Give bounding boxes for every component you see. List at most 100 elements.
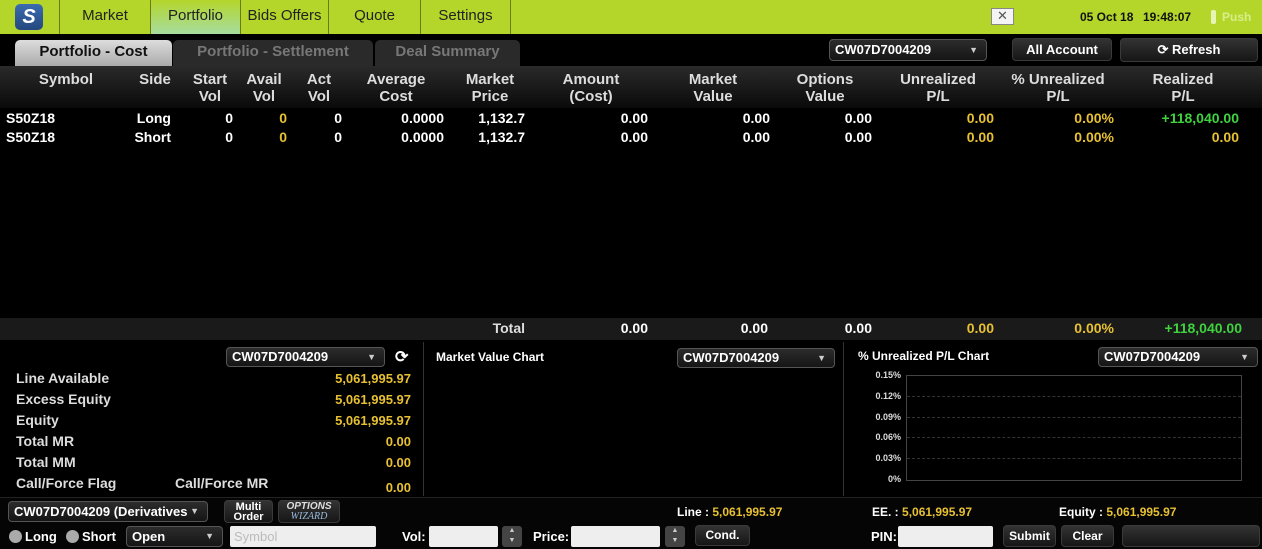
column-header[interactable]: Unrealized P/L [900,71,976,105]
unrealized-chart-account-value: CW07D7004209 [1104,349,1201,364]
submit-button[interactable]: Submit [1003,525,1056,547]
order-account-dropdown[interactable]: CW07D7004209 (Derivatives ▼ [8,501,208,522]
market-chart-account-dropdown[interactable]: CW07D7004209 ▼ [677,348,835,368]
table-cell: 0.00 [844,129,872,145]
pin-label: PIN: [871,529,897,544]
vol-label: Vol: [402,529,426,544]
long-radio[interactable]: Long [9,529,57,544]
table-cell: 0.00 [742,110,770,126]
table-cell: 0 [279,129,287,145]
equity-value: 5,061,995.97 [1106,505,1177,519]
summary-label: Total MM [16,454,76,470]
table-cell[interactable]: S50Z18 [6,110,56,126]
column-header[interactable]: Act Vol [306,71,332,105]
symbol-input[interactable]: Symbol [230,526,376,547]
market-value-chart-title: Market Value Chart [436,350,545,364]
refresh-button[interactable]: ⟳ Refresh [1120,38,1258,62]
cond-button[interactable]: Cond. [695,525,750,546]
tab-portfolio-settlement[interactable]: Portfolio - Settlement [173,40,373,66]
nav-bids-offers[interactable]: Bids Offers [240,0,328,34]
chevron-down-icon: ▼ [367,352,376,362]
summary-label: Call/Force MR [175,475,269,491]
y-tick-label: 0% [887,474,901,484]
column-header[interactable]: Average Cost [366,71,426,105]
account-dropdown[interactable]: CW07D7004209 ▼ [829,39,987,61]
table-cell: 0.00 [844,110,872,126]
order-account-value: CW07D7004209 (Derivatives [14,504,188,519]
nav-settings[interactable]: Settings [420,0,510,34]
total-amount: 0.00 [620,320,648,336]
summary-label: Equity [16,412,59,428]
table-cell: +118,040.00 [1161,110,1239,126]
clear-button[interactable]: Clear [1061,525,1114,547]
total-realized: +118,040.00 [1164,320,1242,336]
tab-deal-summary[interactable]: Deal Summary [375,40,520,66]
table-cell: 0 [279,110,287,126]
time: 19:48:07 [1143,10,1192,24]
summary-label: Excess Equity [16,391,111,407]
multi-order-button[interactable]: Multi Order [224,500,273,523]
column-header[interactable]: Market Price [465,71,515,105]
column-header[interactable]: Avail Vol [246,71,282,105]
column-header[interactable]: Side [139,71,171,88]
push-indicator-icon [1211,10,1216,24]
mail-icon[interactable]: ✕ [991,8,1014,25]
column-header[interactable]: Market Value [688,71,738,105]
summary-account-dropdown[interactable]: CW07D7004209 ▼ [226,347,385,367]
date: 05 Oct 18 [1080,10,1134,24]
chevron-down-icon: ▼ [190,506,199,516]
refresh-icon[interactable]: ⟳ [395,349,409,366]
account-summary-panel: CW07D7004209 ▼ ⟳ Line Available 5,061,995.… [0,342,424,496]
nav-market[interactable]: Market [59,0,150,34]
radio-icon [9,530,22,543]
nav-quote[interactable]: Quote [328,0,420,34]
summary-label: Line Available [16,370,110,386]
long-label: Long [25,529,57,544]
column-header[interactable]: Start Vol [192,71,228,105]
y-tick-label: 0.03% [875,453,901,464]
column-header[interactable]: Symbol [38,71,94,88]
y-tick-label: 0.15% [875,370,901,380]
table-cell: 0.00 [1211,129,1239,145]
table-cell: 0 [225,110,233,126]
table-cell: 0.00 [966,129,994,145]
nav-portfolio[interactable]: Portfolio [150,0,240,34]
price-label: Price: [533,529,570,544]
unrealized-chart-title: % Unrealized P/L Chart [858,349,990,363]
options-wizard-button[interactable]: OPTIONS WIZARD [278,500,340,523]
price-input[interactable] [571,526,660,547]
pin-input[interactable] [898,526,993,547]
vol-stepper[interactable]: ▲ ▼ [502,526,522,547]
table-cell: 1,132.7 [478,110,525,126]
summary-account-value: CW07D7004209 [232,349,329,364]
table-cell[interactable]: S50Z18 [6,129,56,145]
column-header[interactable]: Options Value [796,71,854,105]
table-header: Symbol Side Start Vol Avail Vol Act Vol Avera… [0,66,1262,108]
vol-input[interactable] [429,526,498,547]
table-cell: 0.00% [1074,129,1114,145]
tab-portfolio-cost[interactable]: Portfolio - Cost [15,40,172,66]
summary-value: 5,061,995.97 [335,413,411,428]
summary-value: 0.00 [385,455,411,470]
table-cell: Long [136,110,171,126]
order-status-button[interactable] [1122,525,1260,547]
column-header[interactable]: Amount (Cost) [562,71,620,105]
column-header[interactable]: Realized P/L [1152,71,1214,105]
unrealized-chart-panel: % Unrealized P/L Chart CW07D7004209 ▼ 0.1… [844,342,1262,496]
summary-label: Call/Force Flag [16,475,117,491]
push-label[interactable]: Push [1222,10,1252,24]
unrealized-chart-account-dropdown[interactable]: CW07D7004209 ▼ [1098,347,1258,367]
y-tick-label: 0.09% [875,411,901,422]
chart-plot-area [906,375,1242,481]
all-account-button[interactable]: All Account [1012,38,1112,61]
total-unrealized: 0.00 [966,320,994,336]
table-cell: 0 [334,110,342,126]
table-cell: 0.00 [620,129,648,145]
price-stepper[interactable]: ▲ ▼ [665,526,685,547]
ee-value: 5,061,995.97 [902,505,973,519]
short-radio[interactable]: Short [66,529,116,544]
market-value-chart-panel: Market Value Chart CW07D7004209 ▼ [424,342,844,496]
chevron-down-icon: ▼ [205,531,214,541]
position-dropdown[interactable]: Open ▼ [126,526,223,547]
column-header[interactable]: % Unrealized P/L [1011,71,1105,105]
